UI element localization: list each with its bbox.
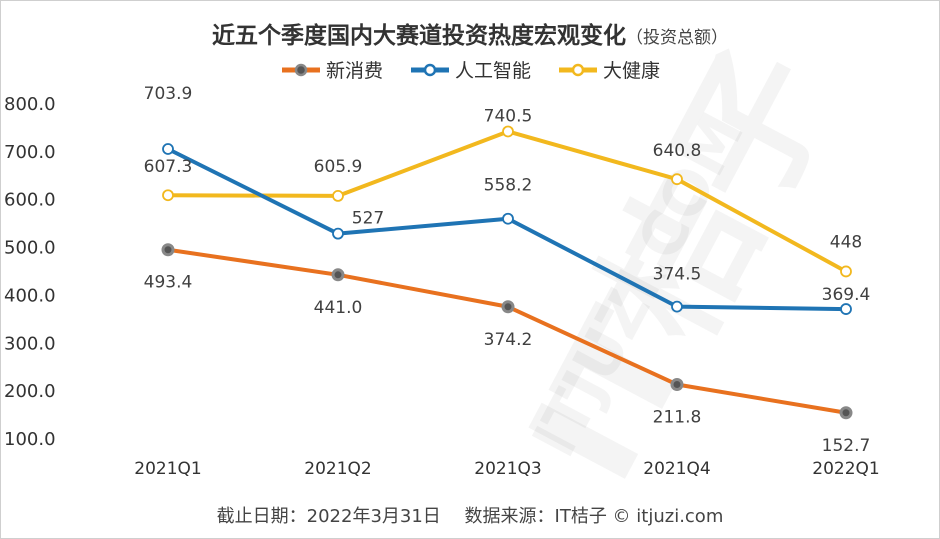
data-label-1-1: 527 xyxy=(352,209,384,229)
y-tick-label: 100.0 xyxy=(4,429,56,450)
x-tick-label: 2021Q1 xyxy=(134,459,201,479)
data-label-1-2: 558.2 xyxy=(484,176,533,196)
footer-source: 截止日期：2022年3月31日 数据来源：IT桔子 © itjuzi.com xyxy=(216,506,724,527)
data-label-2-1: 605.9 xyxy=(314,157,363,177)
data-point-1-0 xyxy=(162,143,174,155)
title-sub: （投资总额） xyxy=(626,28,728,48)
x-tick-label: 2021Q2 xyxy=(304,459,371,479)
data-label-0-2: 374.2 xyxy=(484,330,533,350)
data-point-0-0 xyxy=(161,243,175,257)
legend-item-0[interactable]: 新消费 xyxy=(280,56,383,83)
data-label-2-3: 640.8 xyxy=(653,141,702,161)
data-label-0-1: 441.0 xyxy=(314,298,363,318)
data-label-1-3: 374.5 xyxy=(653,265,702,285)
chart-title: 近五个季度国内大赛道投资热度宏观变化（投资总额） xyxy=(0,16,940,50)
legend-marker-2 xyxy=(559,63,597,76)
data-point-2-3 xyxy=(671,173,683,186)
legend-item-2[interactable]: 大健康 xyxy=(557,56,660,83)
legend-label-1: 人工智能 xyxy=(454,60,531,82)
data-label-0-0: 493.4 xyxy=(144,273,193,293)
legend-label-2: 大健康 xyxy=(603,60,661,82)
data-point-0-4 xyxy=(839,406,853,420)
data-point-1-1 xyxy=(332,227,344,240)
data-point-2-0 xyxy=(162,189,174,202)
data-point-2-4 xyxy=(840,265,852,278)
legend: 新消费 人工智能 大健康 xyxy=(0,56,940,83)
legend-marker-1 xyxy=(410,63,449,76)
y-tick-label: 600.0 xyxy=(4,190,56,211)
data-point-1-3 xyxy=(671,300,683,313)
y-tick-label: 800.0 xyxy=(4,94,56,115)
x-tick-label: 2021Q4 xyxy=(643,459,710,479)
data-point-1-2 xyxy=(502,212,514,225)
data-label-0-3: 211.8 xyxy=(653,407,702,427)
data-point-0-3 xyxy=(670,377,684,391)
y-tick-label: 700.0 xyxy=(4,142,56,163)
y-tick-label: 500.0 xyxy=(4,238,56,259)
data-point-0-2 xyxy=(501,300,515,314)
data-label-1-4: 369.4 xyxy=(822,285,871,305)
y-tick-label: 200.0 xyxy=(4,381,56,402)
series-line-1 xyxy=(167,147,847,312)
data-label-1-0: 703.9 xyxy=(144,84,193,104)
data-point-2-2 xyxy=(502,125,514,138)
legend-marker-0 xyxy=(281,63,320,76)
data-label-2-0: 607.3 xyxy=(144,157,193,177)
data-label-2-4: 448 xyxy=(830,232,862,252)
data-point-2-1 xyxy=(332,189,344,202)
data-point-0-1 xyxy=(331,268,345,282)
x-tick-label: 2022Q1 xyxy=(812,459,879,479)
data-point-1-4 xyxy=(840,303,852,315)
legend-label-0: 新消费 xyxy=(325,60,383,82)
data-label-2-2: 740.5 xyxy=(484,106,533,126)
x-tick-label: 2021Q3 xyxy=(474,459,541,479)
title-main: 近五个季度国内大赛道投资热度宏观变化 xyxy=(212,23,626,49)
y-tick-label: 300.0 xyxy=(4,333,56,354)
data-label-0-4: 152.7 xyxy=(822,436,871,456)
y-tick-label: 400.0 xyxy=(4,285,56,306)
legend-item-1[interactable]: 人工智能 xyxy=(409,56,531,83)
